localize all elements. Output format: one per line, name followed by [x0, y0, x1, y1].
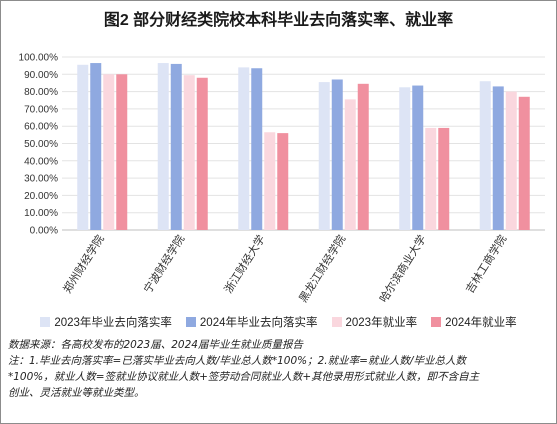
bar	[492, 86, 504, 230]
x-category-label: 宁波财经学院	[140, 232, 187, 295]
bar	[103, 74, 115, 230]
chart-title: 图2 部分财经类院校本科毕业去向落实率、就业率	[103, 12, 454, 29]
y-tick-label: 60.00%	[24, 122, 58, 133]
bar	[238, 67, 250, 230]
legend-swatch	[431, 317, 442, 327]
bar	[157, 63, 169, 231]
bar-chart: 0.00% 10.00% 20.00% 30.00% 40.00% 50.00% 60.00…	[19, 53, 545, 305]
x-axis: 郑州财经学院 宁波财经学院 浙江财经大学 黑龙江财经学院 哈尔滨商业大学 吉林工商学院	[60, 232, 509, 305]
legend-item: 2023年毕业去向落实率	[40, 314, 172, 330]
y-tick-label: 80.00%	[24, 87, 58, 98]
bar	[264, 132, 276, 230]
y-tick-label: 70.00%	[24, 104, 58, 115]
bar	[357, 83, 369, 230]
footnote-line-3: 创业、灵活就业等就业类型。	[8, 387, 145, 399]
legend-label: 2024年毕业去向落实率	[199, 317, 318, 329]
legend-item: 2024年就业率	[431, 314, 517, 330]
bar	[438, 127, 450, 230]
y-tick-label: 90.00%	[24, 70, 58, 81]
bar	[399, 87, 411, 231]
bar	[318, 82, 330, 231]
bar	[116, 74, 128, 230]
legend-swatch	[40, 317, 51, 327]
y-tick-label: 100.00%	[19, 53, 59, 64]
footnote-line-2: *100%，就业人数=签就业协议就业人数+签劳动合同就业人数+其他录用形式就业人…	[8, 371, 480, 383]
y-tick-label: 30.00%	[24, 174, 58, 185]
y-tick-label: 40.00%	[24, 156, 58, 167]
legend-label: 2023年就业率	[345, 317, 418, 329]
chart-legend: 2023年毕业去向落实率 2024年毕业去向落实率 2023年就业率 2024年就业率	[0, 314, 557, 330]
legend-swatch	[331, 317, 342, 327]
gridlines	[62, 56, 545, 231]
bar	[425, 127, 437, 230]
x-category-label: 郑州财经学院	[60, 232, 107, 295]
y-tick-label: 10.00%	[24, 208, 58, 219]
bar	[170, 63, 182, 230]
bar	[196, 77, 208, 230]
bar	[505, 91, 517, 230]
bar	[479, 81, 491, 230]
y-tick-label: 50.00%	[24, 139, 58, 150]
source-note: 数据来源：各高校发布的2023届、2024届毕业生就业质量报告	[8, 339, 303, 351]
bar	[412, 85, 424, 230]
x-category-label: 吉林工商学院	[462, 232, 509, 295]
legend-item: 2024年毕业去向落实率	[185, 314, 318, 330]
x-category-label: 浙江财经大学	[221, 232, 268, 295]
legend-label: 2023年毕业去向落实率	[54, 317, 172, 329]
footnote-line-1: 注：1.毕业去向落实率=已落实毕业去向人数/毕业总人数*100%；2.就业率=就…	[8, 355, 466, 367]
legend-label: 2024年就业率	[445, 317, 517, 329]
x-category-label: 黑龙江财经学院	[296, 232, 349, 305]
bar-series	[77, 63, 530, 231]
chart-notes: 数据来源：各高校发布的2023届、2024届毕业生就业质量报告 注：1.毕业去向…	[8, 337, 548, 401]
bar	[77, 64, 89, 230]
y-tick-label: 0.00%	[30, 226, 58, 237]
bar	[277, 133, 289, 230]
bar	[183, 75, 195, 230]
legend-item: 2023年就业率	[331, 314, 418, 330]
bar	[331, 79, 343, 231]
bar	[251, 68, 263, 231]
bar	[344, 99, 356, 230]
bar	[518, 96, 530, 230]
legend-swatch	[185, 317, 196, 327]
bar	[90, 63, 102, 231]
y-axis: 0.00% 10.00% 20.00% 30.00% 40.00% 50.00% 60.00…	[19, 53, 59, 237]
x-category-label: 哈尔滨商业大学	[376, 232, 429, 305]
y-tick-label: 20.00%	[24, 191, 58, 202]
